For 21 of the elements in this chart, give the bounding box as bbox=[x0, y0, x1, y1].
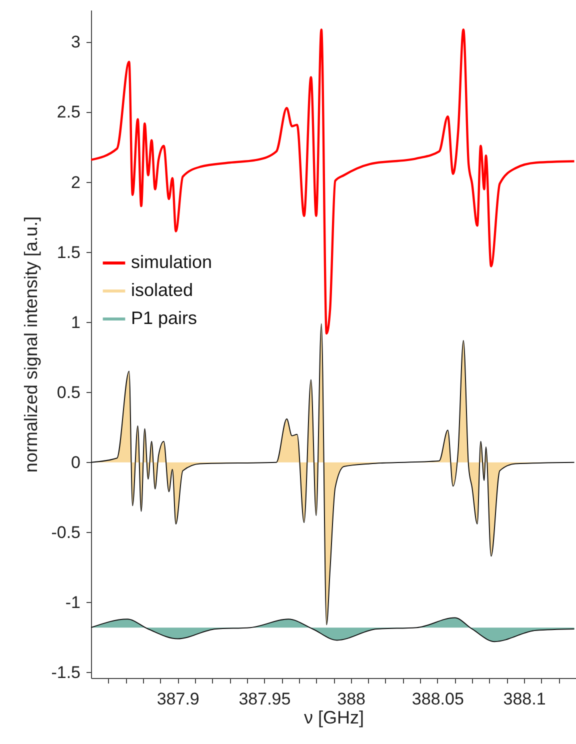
y-tick-label: 2.5 bbox=[56, 102, 80, 122]
y-tick-label: 1 bbox=[71, 312, 80, 332]
legend-label: P1 pairs bbox=[131, 308, 198, 328]
x-tick-label: 388.05 bbox=[412, 690, 464, 708]
y-tick-label: -0.5 bbox=[51, 522, 80, 542]
y-tick-label: 1.5 bbox=[56, 242, 80, 262]
legend-label: simulation bbox=[131, 252, 212, 272]
y-tick-label: 0.5 bbox=[56, 382, 80, 402]
y-tick-label: -1 bbox=[65, 592, 80, 612]
y-axis-title: normalized signal intensity [a.u.] bbox=[21, 216, 42, 473]
legend-label: isolated bbox=[131, 280, 194, 300]
y-tick-label: 3 bbox=[71, 32, 80, 52]
y-tick-label: 0 bbox=[71, 452, 80, 472]
line-series bbox=[91, 28, 576, 335]
x-tick-label: 388.1 bbox=[503, 690, 546, 708]
x-axis-title: ν [GHz] bbox=[304, 708, 364, 728]
y-tick-label: -1.5 bbox=[51, 662, 80, 682]
x-tick-label: 387.9 bbox=[156, 690, 200, 708]
x-tick-label: 388 bbox=[337, 690, 366, 708]
x-tick-label: 387.95 bbox=[238, 690, 291, 708]
y-tick-label: 2 bbox=[71, 172, 80, 192]
